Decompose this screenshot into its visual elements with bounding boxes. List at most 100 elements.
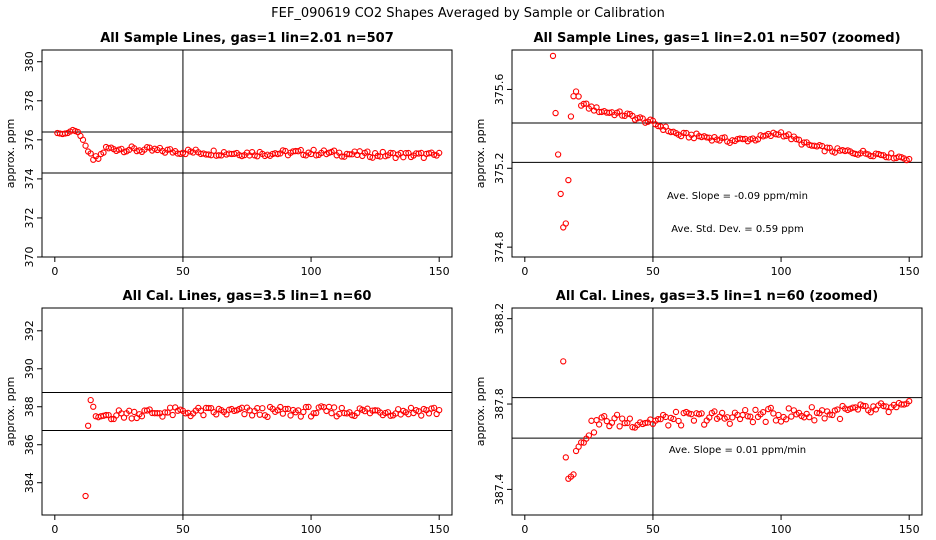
x-tick-label: 0 bbox=[51, 523, 58, 536]
data-point bbox=[364, 405, 371, 412]
x-tick-label: 50 bbox=[176, 523, 190, 536]
panel-title: All Sample Lines, gas=1 lin=2.01 n=507 (… bbox=[533, 31, 900, 46]
data-point bbox=[601, 413, 608, 420]
data-point bbox=[113, 412, 120, 419]
data-point bbox=[613, 411, 621, 418]
data-point bbox=[310, 410, 317, 417]
annotation: Ave. Slope = -0.09 ppm/min bbox=[667, 191, 808, 202]
data-point bbox=[642, 419, 649, 427]
data-point bbox=[330, 404, 338, 411]
data-point bbox=[223, 411, 230, 418]
data-point bbox=[205, 404, 212, 412]
data-point bbox=[82, 142, 89, 149]
data-point bbox=[775, 411, 782, 419]
data-point bbox=[813, 409, 821, 417]
data-point bbox=[685, 410, 692, 417]
x-tick-label: 50 bbox=[176, 265, 190, 278]
data-point bbox=[274, 150, 281, 158]
data-point bbox=[806, 414, 813, 421]
x-tick-label: 50 bbox=[646, 523, 660, 536]
data-point bbox=[906, 155, 913, 163]
annotation: Ave. Std. Dev. = 0.59 ppm bbox=[671, 224, 803, 235]
data-point bbox=[428, 405, 435, 412]
plot-frame bbox=[511, 307, 923, 516]
data-point bbox=[836, 415, 844, 423]
data-point bbox=[241, 410, 248, 418]
data-point bbox=[554, 151, 562, 158]
data-point bbox=[711, 408, 718, 415]
data-point bbox=[164, 146, 171, 153]
data-point bbox=[348, 412, 356, 419]
data-point bbox=[562, 454, 569, 461]
data-point bbox=[395, 406, 402, 413]
data-point bbox=[706, 414, 713, 421]
panel-2: All Sample Lines, gas=1 lin=2.01 n=507 (… bbox=[474, 31, 923, 278]
x-tick-label: 0 bbox=[51, 265, 58, 278]
data-point bbox=[366, 153, 374, 161]
data-point bbox=[808, 404, 815, 411]
data-point bbox=[619, 415, 626, 422]
data-point bbox=[279, 410, 287, 417]
y-tick-label: 388 bbox=[23, 396, 36, 417]
data-point bbox=[364, 148, 371, 155]
data-point bbox=[328, 410, 335, 417]
data-point bbox=[279, 147, 287, 154]
data-point bbox=[759, 409, 767, 416]
data-point bbox=[305, 403, 312, 411]
panel-3: All Cal. Lines, gas=3.5 lin=1 n=60 approx… bbox=[4, 289, 453, 536]
data-point bbox=[739, 411, 746, 419]
data-point bbox=[95, 155, 102, 162]
data-point bbox=[567, 113, 575, 120]
data-point bbox=[166, 404, 174, 411]
data-point bbox=[354, 409, 361, 417]
data-point bbox=[182, 410, 189, 417]
data-point bbox=[762, 418, 769, 426]
data-point bbox=[690, 417, 698, 424]
data-point bbox=[718, 409, 726, 417]
data-point bbox=[297, 413, 304, 420]
y-tick-label: 387.4 bbox=[493, 474, 506, 506]
data-point bbox=[749, 418, 757, 426]
data-point bbox=[169, 411, 176, 419]
data-point bbox=[79, 136, 87, 143]
data-point bbox=[603, 417, 610, 425]
data-point bbox=[742, 406, 749, 414]
data-point bbox=[793, 135, 800, 143]
data-point bbox=[313, 409, 320, 417]
y-tick-label: 374 bbox=[23, 168, 36, 189]
panel-4: All Cal. Lines, gas=3.5 lin=1 n=60 (zoom… bbox=[474, 289, 923, 536]
data-point bbox=[264, 413, 271, 421]
x-tick-label: 150 bbox=[899, 265, 920, 278]
y-tick-label: 370 bbox=[23, 247, 36, 268]
data-point bbox=[621, 419, 628, 427]
y-tick-label: 388.2 bbox=[493, 303, 506, 335]
panel-1: All Sample Lines, gas=1 lin=2.01 n=507 ap… bbox=[4, 31, 453, 278]
data-point bbox=[619, 112, 626, 119]
data-point bbox=[90, 403, 97, 410]
x-tick-label: 100 bbox=[301, 523, 322, 536]
data-point bbox=[672, 408, 680, 416]
data-point bbox=[557, 190, 564, 198]
data-point bbox=[670, 415, 677, 423]
y-tick-label: 387.8 bbox=[493, 388, 506, 420]
y-tick-label: 376 bbox=[23, 129, 36, 150]
data-point bbox=[785, 131, 792, 138]
data-point bbox=[718, 134, 726, 141]
data-point bbox=[300, 151, 307, 159]
data-point bbox=[402, 149, 410, 157]
y-tick-label: 375.2 bbox=[493, 153, 506, 185]
data-point bbox=[325, 403, 333, 411]
y-axis-label: approx. ppm bbox=[474, 119, 487, 189]
data-point bbox=[82, 492, 89, 500]
data-point bbox=[138, 413, 146, 420]
data-point bbox=[739, 135, 746, 143]
data-point bbox=[616, 423, 623, 430]
data-point bbox=[552, 109, 559, 117]
y-tick-label: 386 bbox=[23, 434, 36, 455]
data-point bbox=[102, 411, 110, 419]
data-point bbox=[570, 471, 577, 478]
plot-frame bbox=[41, 49, 453, 258]
data-point bbox=[549, 52, 557, 60]
data-point bbox=[800, 139, 808, 146]
data-point bbox=[338, 404, 345, 412]
